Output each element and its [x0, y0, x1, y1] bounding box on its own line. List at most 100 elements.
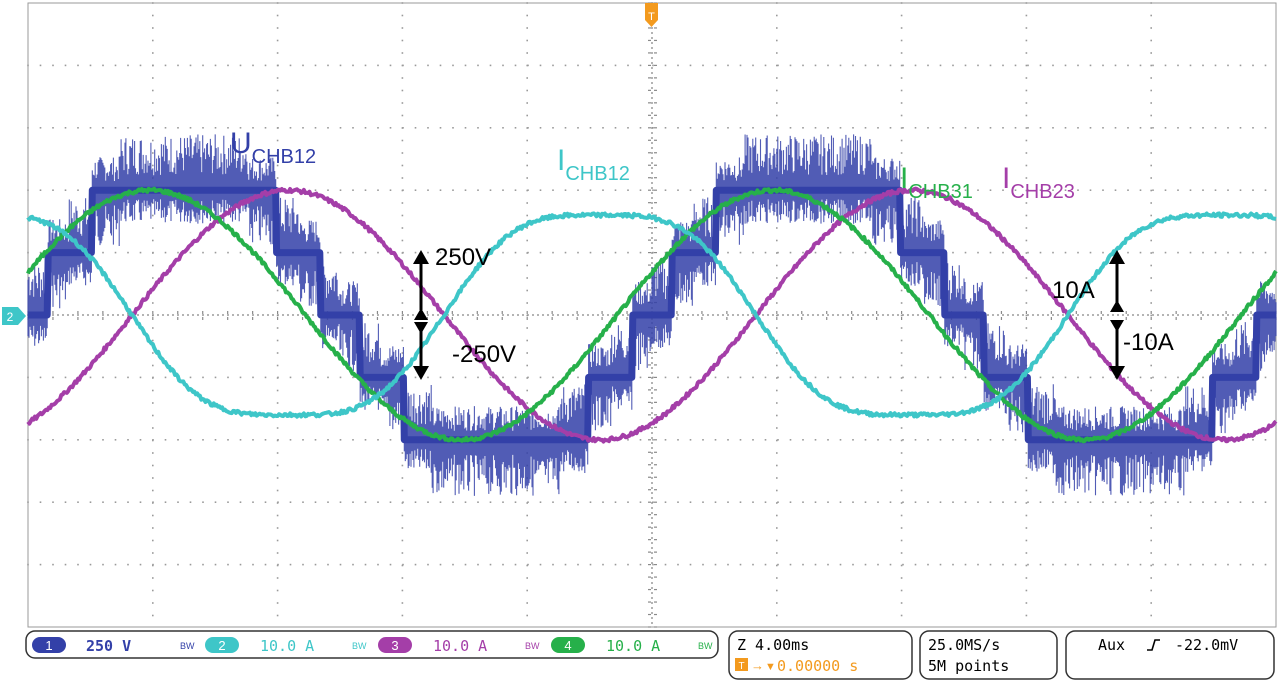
ground-marker-ch2: 2: [2, 307, 26, 325]
grid-dot: [1264, 563, 1267, 566]
channel-1-readout[interactable]: 1 250 V BW: [32, 637, 195, 655]
label-10a: 10A: [1052, 277, 1095, 304]
grid-dot: [767, 314, 769, 316]
grid-dot: [1089, 64, 1092, 67]
grid-dot: [401, 289, 404, 292]
grid-dot: [1027, 251, 1029, 254]
grid-dot: [1150, 489, 1152, 492]
grid-dot: [152, 64, 154, 67]
grid-tick: [654, 64, 657, 66]
grid-dot: [789, 127, 792, 129]
grid-dot: [314, 64, 317, 67]
grid-dot: [312, 314, 314, 316]
grid-dot: [614, 501, 617, 503]
grid-dot: [989, 189, 992, 191]
grid-tick: [301, 317, 304, 320]
label-minus-250v: -250V: [452, 341, 516, 368]
grid-dot: [664, 251, 667, 254]
grid-dot: [651, 477, 653, 479]
grid-dot: [377, 439, 379, 441]
grid-tick: [654, 77, 657, 79]
grid-dot: [39, 251, 42, 254]
grid-tick: [152, 317, 154, 320]
grid-dot: [477, 189, 479, 191]
grid-dot: [912, 314, 914, 316]
grid-dot: [276, 464, 279, 467]
grid-dot: [1150, 264, 1152, 267]
grid-dot: [464, 64, 467, 67]
acquisition-readout[interactable]: 25.0MS/s 5M points: [919, 630, 1058, 680]
i-chb12-sub: CHB12: [565, 163, 629, 185]
grid-dot: [122, 314, 124, 316]
grid-dot: [377, 189, 379, 191]
grid-dot: [407, 314, 409, 316]
grid-dot: [1007, 314, 1009, 316]
grid-dot: [651, 567, 653, 569]
grid-dot: [152, 552, 154, 554]
grid-dot: [1102, 64, 1104, 67]
grid-dot: [651, 412, 653, 414]
grid-dot: [651, 432, 653, 434]
grid-dot: [377, 501, 379, 503]
grid-tick: [648, 39, 651, 42]
grid-dot: [414, 189, 417, 191]
grid-dot: [1014, 64, 1017, 67]
grid-tick: [851, 317, 853, 320]
grid-dot: [152, 564, 154, 567]
grid-dot: [989, 127, 992, 129]
grid-dot: [1189, 501, 1192, 503]
grid-dot: [401, 102, 404, 104]
grid-dot: [1202, 251, 1204, 254]
grid-dot: [1025, 164, 1028, 167]
label-minus-10a: -10A: [1123, 329, 1174, 356]
grid-dot: [639, 189, 642, 191]
grid-dot: [177, 563, 179, 566]
channel-3-readout[interactable]: 3 10.0 A BW: [378, 637, 540, 655]
trigger-readout[interactable]: Aux -22.0mV: [1065, 630, 1275, 680]
grid-dot: [577, 376, 579, 379]
grid-tick: [654, 401, 657, 403]
grid-dot: [239, 127, 242, 129]
grid-tick: [501, 311, 503, 314]
grid-dot: [64, 64, 67, 67]
grid-dot: [1139, 563, 1142, 566]
grid-tick: [227, 311, 229, 314]
grid-dot: [401, 277, 404, 279]
grid-dot: [339, 189, 342, 191]
grid-dot: [1047, 314, 1049, 316]
channel-2-readout[interactable]: 2 10.0 A BW: [205, 637, 367, 655]
grid-tick: [654, 501, 657, 503]
grid-dot: [702, 439, 704, 441]
grid-dot: [651, 357, 653, 359]
grid-dot: [276, 577, 279, 579]
grid-dot: [401, 539, 404, 542]
grid-dot: [139, 127, 142, 129]
grid-dot: [1150, 202, 1152, 204]
grid-dot: [1114, 563, 1117, 566]
grid-dot: [564, 127, 567, 129]
grid-dot: [1039, 501, 1042, 503]
channel-4-readout[interactable]: 4 10.0 A BW: [551, 637, 713, 655]
grid-dot: [1025, 214, 1028, 217]
grid-dot: [1150, 114, 1152, 117]
grid-dot: [1202, 127, 1204, 129]
grid-tick: [252, 311, 254, 314]
grid-dot: [139, 501, 142, 503]
grid-dot: [687, 314, 689, 316]
grid-dot: [927, 501, 929, 503]
grid-dot: [239, 251, 242, 254]
arrow-down-icon: ▼: [765, 661, 776, 673]
grid-dot: [789, 376, 792, 379]
timebase-readout[interactable]: Z 4.00ms T → ▼ 0.00000 s: [728, 630, 913, 680]
grid-dot: [401, 239, 404, 242]
grid-dot: [52, 376, 54, 379]
grid-dot: [1025, 452, 1028, 454]
grid-dot: [977, 439, 979, 441]
grid-dot: [427, 251, 429, 254]
grid-tick: [648, 252, 651, 254]
grid-tick: [654, 189, 657, 191]
grid-tick: [648, 339, 651, 341]
grid-dot: [447, 314, 449, 316]
grid-dot: [1102, 251, 1104, 254]
grid-tick: [654, 152, 657, 154]
